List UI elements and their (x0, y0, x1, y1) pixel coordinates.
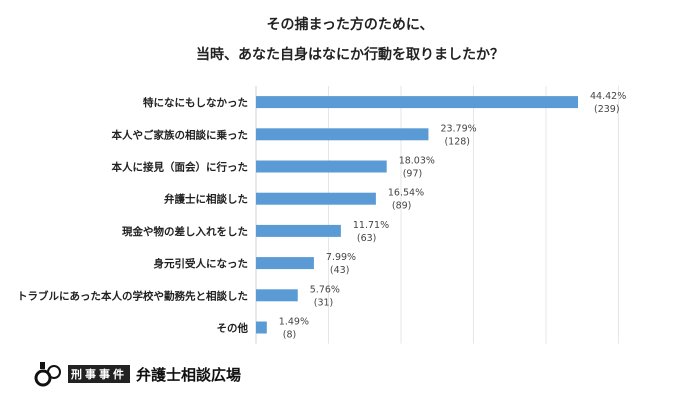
bar (256, 160, 387, 173)
chart-title-line1: その捕まった方のために、 (266, 17, 434, 33)
count-label: (239) (594, 104, 620, 115)
bar (256, 289, 298, 302)
bar (256, 192, 376, 205)
count-label: (43) (330, 265, 350, 276)
bar (256, 321, 267, 334)
category-label: 弁護士に相談した (164, 193, 248, 206)
handcuffs-icon (34, 362, 61, 387)
count-label: (31) (314, 297, 334, 308)
value-label: 11.71% (353, 220, 389, 231)
category-label: 特になにもしなかった (143, 96, 248, 109)
value-label: 16.54% (388, 188, 424, 199)
logo: 刑事事件 弁護士相談広場 (34, 360, 241, 388)
bar (256, 224, 341, 237)
count-label: (128) (444, 136, 470, 147)
value-label: 1.49% (279, 317, 309, 328)
bar (256, 96, 578, 109)
count-label: (97) (403, 169, 423, 180)
bar (256, 257, 314, 270)
value-label: 23.79% (440, 123, 476, 134)
category-label: 本人に接見（面会）に行った (112, 161, 249, 174)
logo-name: 弁護士相談広場 (136, 365, 242, 384)
bar (256, 128, 429, 141)
logo-box-text: 刑事事件 (68, 365, 130, 383)
value-label: 18.03% (399, 156, 435, 167)
count-label: (63) (357, 233, 377, 244)
count-label: (8) (283, 330, 296, 341)
chart-title-line2: 当時、あなた自身はなにか行動を取りましたか？ (196, 47, 504, 63)
category-label: 本人やご家族の相談に乗った (112, 128, 249, 141)
category-label: トラブルにあった本人の学校や勤務先と相談した (17, 289, 248, 302)
category-label: 身元引受人になった (154, 257, 249, 270)
count-label: (89) (392, 201, 412, 212)
value-label: 5.76% (310, 284, 340, 295)
category-label: 現金や物の差し入れをした (122, 225, 248, 238)
value-label: 7.99% (326, 252, 356, 263)
category-label: その他 (217, 322, 249, 335)
value-label: 44.42% (590, 91, 626, 102)
